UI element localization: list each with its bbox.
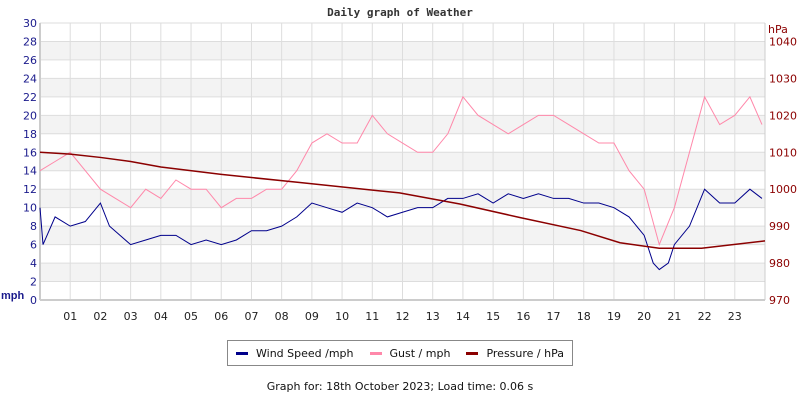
x-tick-label: 09 [305,310,319,323]
gust-swatch [369,352,382,355]
right-tick-label: 1000 [769,183,797,196]
x-tick-label: 17 [547,310,561,323]
x-tick-label: 10 [335,310,349,323]
x-tick-label: 22 [698,310,712,323]
chart-title: Daily graph of Weather [327,6,473,19]
left-tick-label: 6 [30,239,37,252]
right-tick-label: 990 [769,220,790,233]
x-tick-label: 05 [184,310,198,323]
left-axis-label: mph [1,290,25,302]
left-tick-label: 20 [23,109,37,122]
x-tick-label: 11 [365,310,379,323]
left-tick-label: 26 [23,54,37,67]
x-tick-label: 15 [486,310,500,323]
x-tick-label: 12 [396,310,410,323]
wind-speed-line [39,188,763,271]
x-tick-label: 19 [607,310,621,323]
legend-label: Pressure / hPa [486,346,564,360]
left-tick-label: 30 [23,17,37,30]
pressure-line [39,151,766,250]
pressure-swatch [466,352,479,355]
x-tick-label: 21 [667,310,681,323]
left-tick-label: 16 [23,146,37,159]
left-tick-label: 14 [23,165,37,178]
x-tick-label: 01 [63,310,77,323]
x-tick-label: 14 [456,310,470,323]
x-tick-label: 07 [244,310,258,323]
x-tick-label: 02 [93,310,107,323]
right-tick-label: 1030 [769,72,797,85]
legend-item-gust: Gust / mph [369,346,451,360]
x-tick-label: 04 [154,310,168,323]
right-tick-label: 1010 [769,146,797,159]
right-tick-label: 1020 [769,109,797,122]
left-tick-label: 10 [23,202,37,215]
x-tick-label: 18 [577,310,591,323]
left-tick-label: 2 [30,276,37,289]
legend-item-pressure: Pressure / hPa [466,347,564,360]
footer: Graph for: 18th October 2023; Load time:… [266,380,534,393]
legend-label: Gust / mph [389,346,451,360]
x-tick-label: 13 [426,310,440,323]
gust-line [39,95,763,247]
left-tick-label: 8 [30,220,37,233]
legend-item-wind: Wind Speed /mph [236,347,354,360]
x-tick-label: 20 [637,310,651,323]
x-tick-label: 06 [214,310,228,323]
left-tick-label: 18 [23,128,37,141]
right-tick-label: 970 [769,294,790,307]
chart-svg: 0246810121416182022242628309709809901000… [1,6,797,323]
legend-label: Wind Speed /mph [256,346,354,360]
x-tick-label: 08 [275,310,289,323]
left-tick-label: 4 [30,257,37,270]
left-tick-label: 12 [23,183,37,196]
x-tick-label: 16 [516,310,530,323]
right-axis-label: hPa [768,23,788,36]
right-tick-label: 980 [769,257,790,270]
x-tick-label: 03 [124,310,138,323]
left-tick-label: 0 [30,294,37,307]
left-tick-label: 24 [23,72,37,85]
left-tick-label: 22 [23,91,37,104]
left-tick-label: 28 [23,35,37,48]
x-tick-label: 23 [728,310,742,323]
legend: Wind Speed /mph Gust / mph Pressure / hP… [227,340,573,366]
wind-swatch [236,352,248,355]
right-tick-label: 1040 [769,35,797,48]
